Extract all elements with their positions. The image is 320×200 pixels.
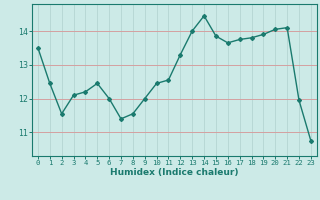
X-axis label: Humidex (Indice chaleur): Humidex (Indice chaleur) xyxy=(110,168,239,177)
